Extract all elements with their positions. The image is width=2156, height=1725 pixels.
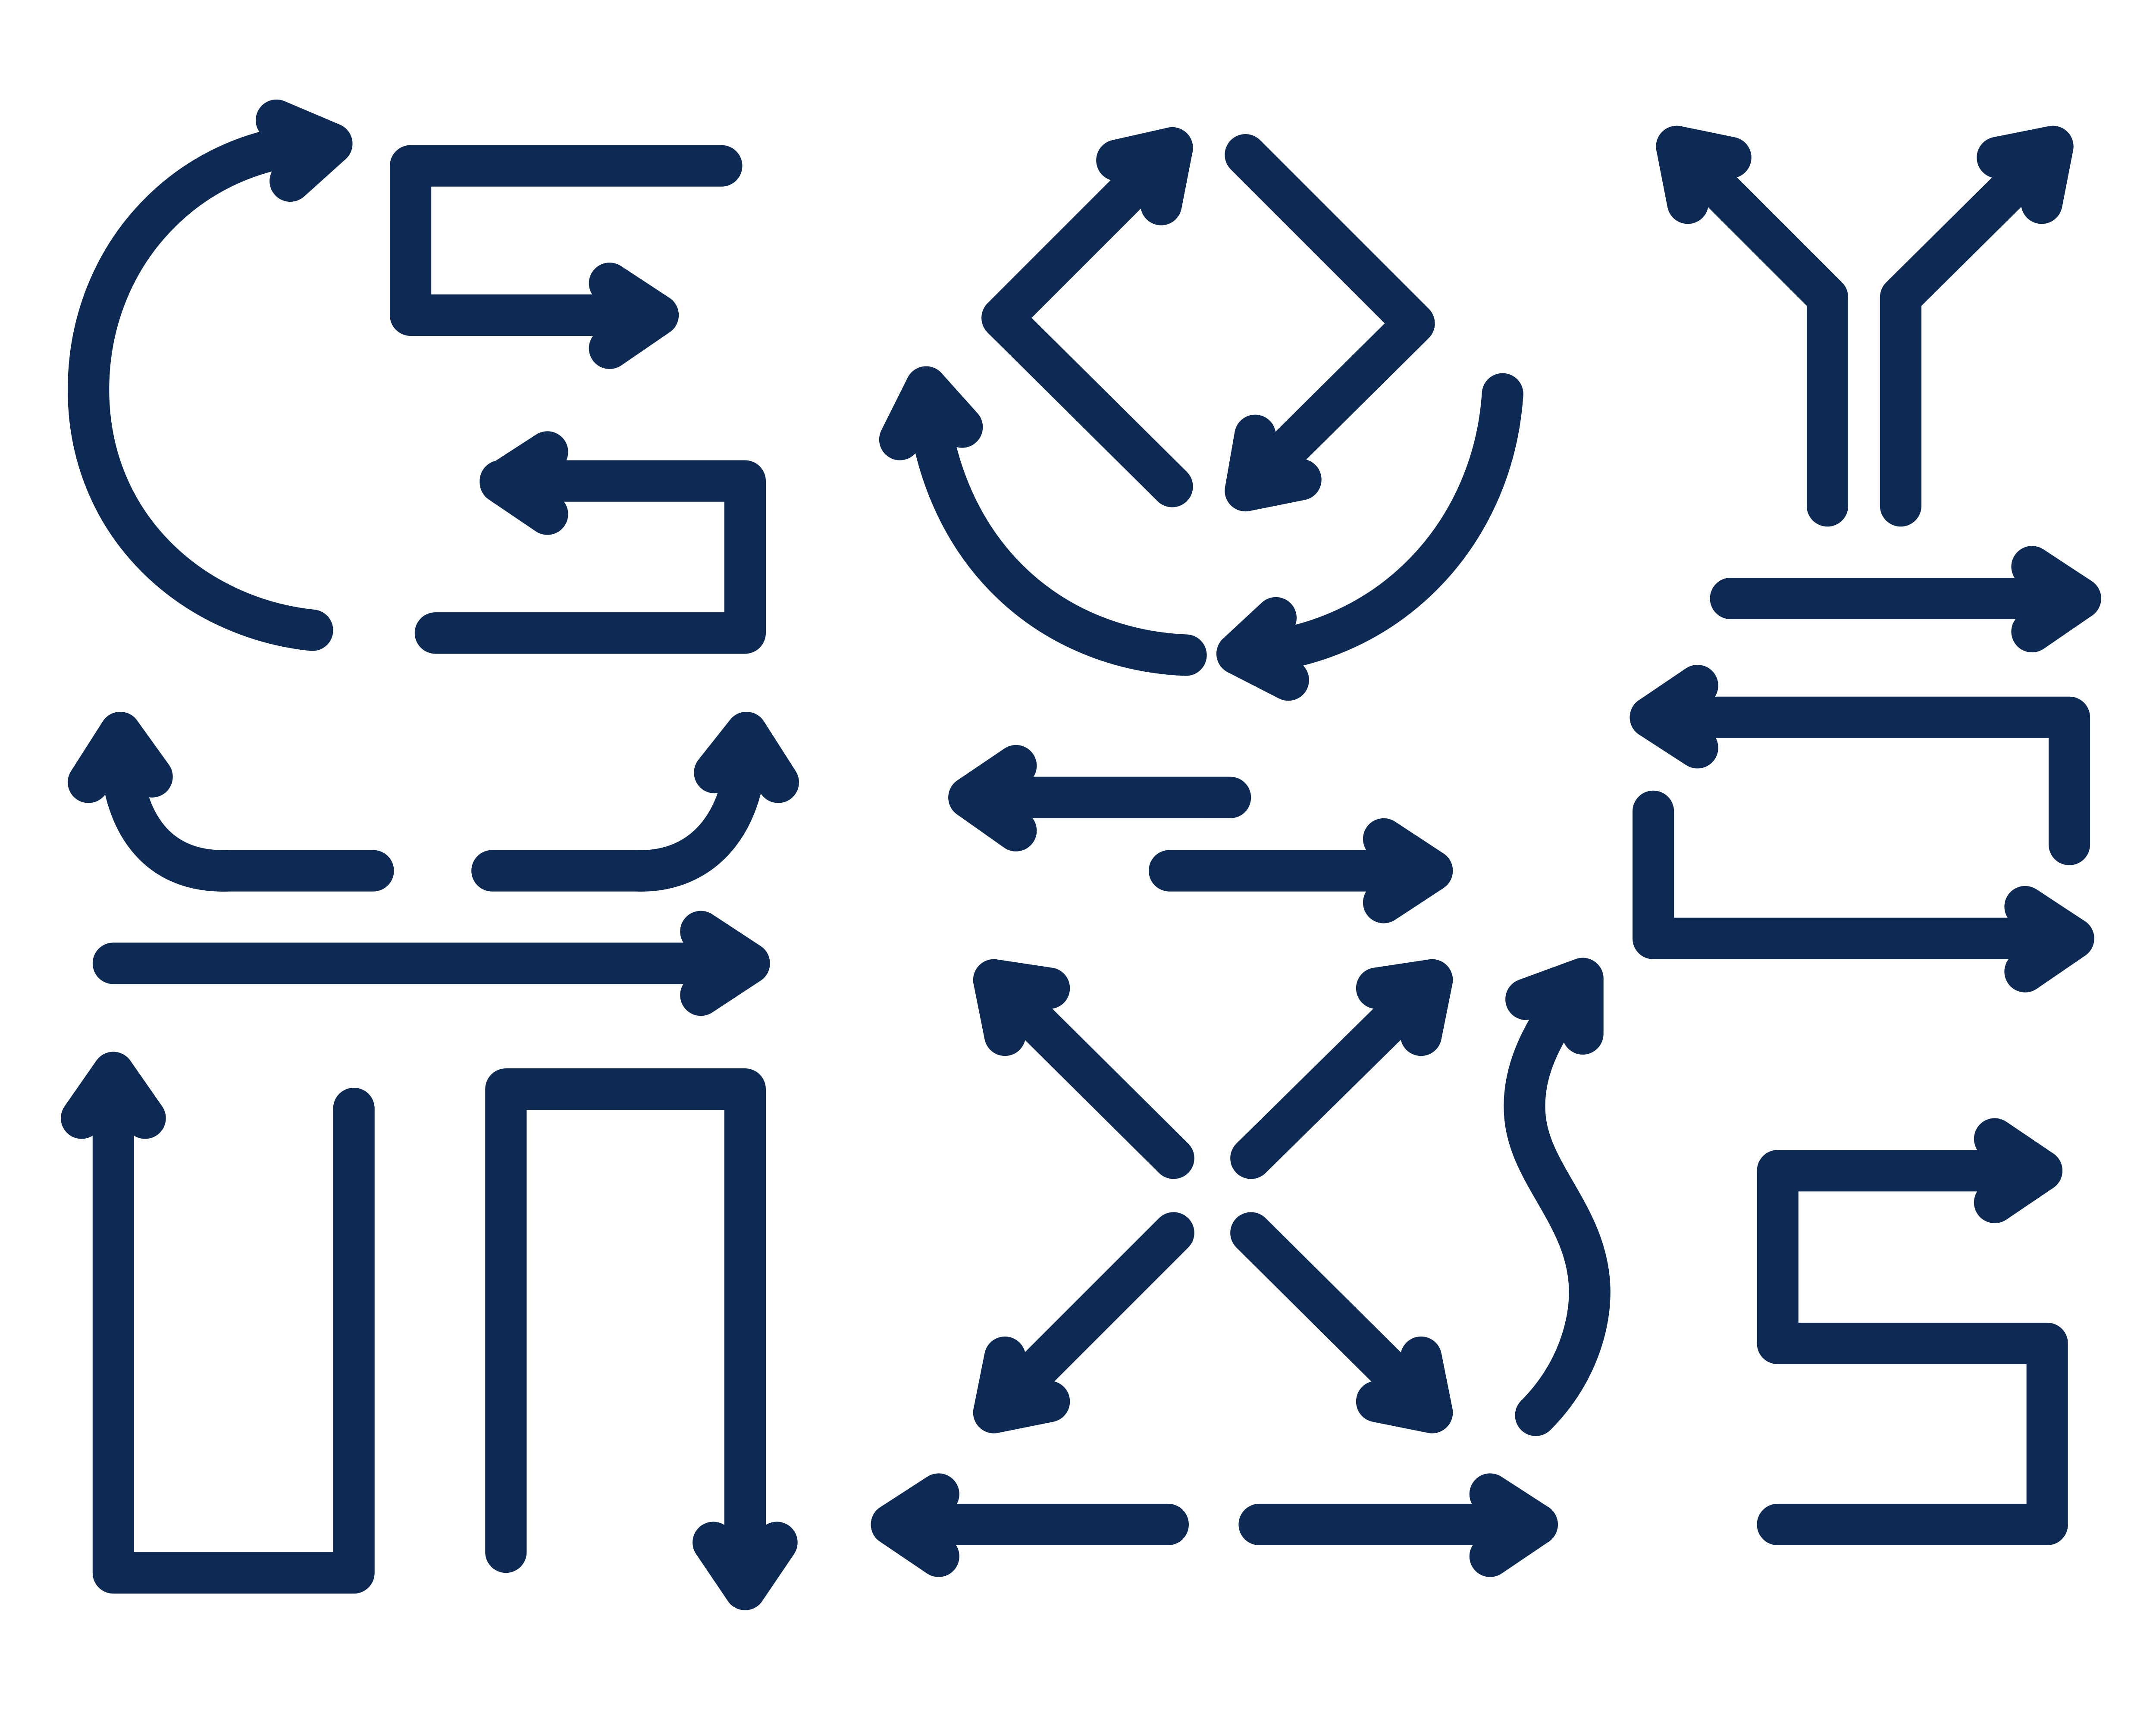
burst-arrow-down-right-shaft [1230,1212,1453,1434]
burst-arrow-up-right-head [1356,959,1453,1056]
arrow-right-icon [1710,546,2101,653]
diagonal-arrow-icon [1230,959,1453,1179]
arrow-right-icon [1238,1473,1558,1577]
fork-arrow-right-head [1977,125,2074,224]
diamond-arrow-up-right-head [1096,127,1193,225]
burst-arrow-up-right-shaft [1230,959,1453,1179]
curved-arrow-up-left-head [879,366,983,460]
elbow-arrow-icon [390,145,743,369]
long-arrow-right-head [680,911,770,1016]
diamond-arrow-up-right-shaft [981,127,1193,507]
u-turn-arrow-icon [61,1052,375,1594]
fork-arrow-icon [1656,125,1849,527]
elbow-arrow-right-shaft [390,145,743,336]
diagonal-arrow-icon [981,127,1193,507]
arrow-left-icon [871,1473,1189,1577]
n-arrow-down-shaft [485,1068,766,1610]
arrow-right-middle-head [1363,818,1453,924]
elbow-arrow-right-head [589,263,679,369]
burst-arrow-up-left-shaft [973,959,1194,1179]
diagonal-arrow-icon [973,1212,1194,1434]
diagonal-arrow-icon [973,959,1194,1179]
hook-arrow-icon [68,711,394,892]
elbow-arrow-left-shaft [414,460,766,654]
curved-arrow-bottom-left-shaft [1216,373,1523,675]
burst-arrow-down-left-head [973,1336,1070,1434]
s-curve-arrow-up-head [1505,958,1604,1055]
diagonal-arrow-icon [1230,1212,1453,1434]
u-turn-arrow-right-shaft [1633,790,2094,959]
arrow-right-icon [1148,818,1453,924]
curved-arc-arrow-top-right-head [256,99,353,202]
arrow-group [61,99,2101,1610]
arrow-right-icon [92,911,770,1016]
arrow-right-bottom-head [1469,1473,1558,1577]
elbow-arrow-left-head [479,431,568,535]
s-path-arrow-right-head [1974,1118,2063,1224]
s-curve-arrow-up-shaft [1504,958,1611,1436]
straight-arrow-right-top-head [2011,546,2101,653]
arrow-left-bottom-head [871,1473,959,1577]
curved-arrow-icon [68,99,353,651]
fork-arrow-icon [1880,125,2074,527]
arrow-left-icon [948,745,1251,852]
curved-arrow-icon [879,366,1207,676]
curved-arrow-up-left-shaft [905,366,1207,676]
curved-arc-arrow-top-right-shaft [68,123,353,651]
arrow-left-middle-head [948,745,1037,852]
hook-arrow-icon [471,711,799,892]
u-turn-arrow-icon [1633,790,2094,992]
hook-arrow-up-left-head [68,711,173,803]
fork-arrow-left-shaft [1656,125,1849,527]
u-turn-arrow-icon [1630,664,2090,865]
curved-arrow-icon [1216,373,1523,701]
u-turn-arrow-left-shaft [1630,696,2090,865]
curved-arrow-bottom-left-head [1216,597,1309,701]
u-arrow-up-shaft [92,1052,375,1594]
fork-arrow-right-shaft [1880,125,2074,527]
s-path-arrow-icon [1757,1118,2068,1546]
diagonal-arrow-icon [1225,134,1435,512]
wavy-arrow-icon [1504,958,1611,1436]
u-turn-arrow-left-head [1630,664,1718,769]
n-turn-arrow-icon [485,1068,798,1610]
burst-arrow-up-left-head [973,959,1070,1056]
hook-arrow-up-right-head [694,711,799,803]
u-turn-arrow-right-head [2004,886,2094,992]
diamond-arrow-down-left-shaft [1225,134,1435,512]
fork-arrow-left-head [1656,125,1752,224]
s-path-arrow-right-shaft [1757,1150,2068,1546]
burst-arrow-down-right-head [1356,1336,1453,1434]
u-arrow-up-head [61,1052,166,1139]
elbow-arrow-icon [414,431,766,654]
diamond-arrow-down-left-head [1225,414,1322,512]
n-arrow-down-head [693,1522,798,1610]
burst-arrow-down-left-shaft [973,1212,1194,1434]
